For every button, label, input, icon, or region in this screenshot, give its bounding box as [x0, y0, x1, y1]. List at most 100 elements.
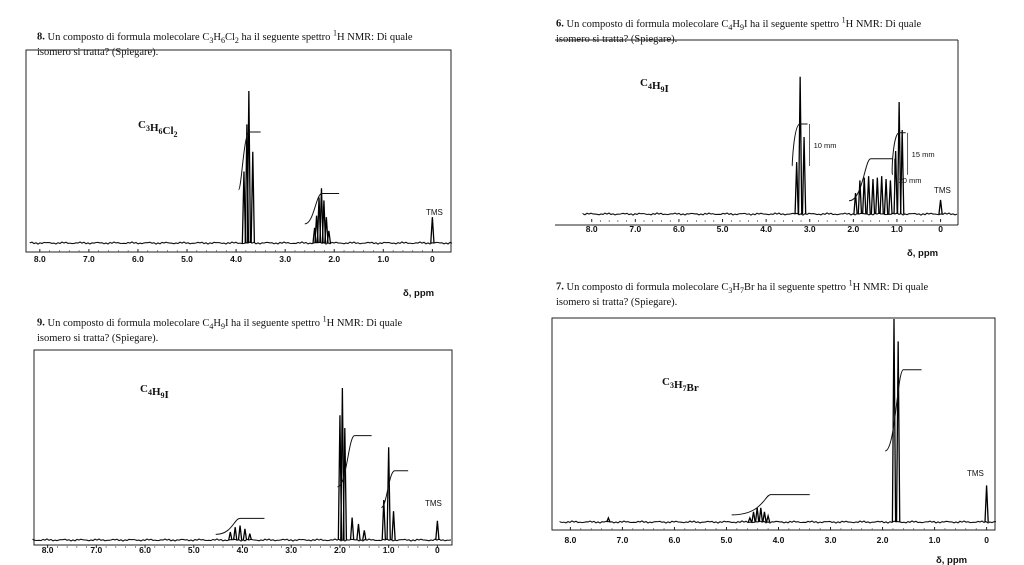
- baseline: [29, 241, 453, 245]
- x-axis-label: δ, ppm: [907, 248, 938, 259]
- x-tick-label: 7.0: [629, 224, 641, 234]
- nmr-peak: [891, 318, 897, 523]
- x-tick-label: 8.0: [42, 545, 54, 555]
- x-tick-label: 4.0: [237, 545, 249, 555]
- x-tick-label: 3.0: [825, 535, 837, 545]
- integral-label: 10 mm: [814, 141, 837, 150]
- x-tick-label: 1.0: [929, 535, 941, 545]
- nmr-peak: [362, 530, 367, 541]
- formula-label: C3H7Br: [662, 376, 699, 394]
- x-tick-label: 1.0: [383, 545, 395, 555]
- baseline: [559, 520, 997, 524]
- nmr-peak: [801, 136, 807, 215]
- x-axis-label: δ, ppm: [936, 555, 967, 565]
- integral-curve: [380, 470, 409, 509]
- nmr-peak: [747, 516, 753, 523]
- x-tick-label: 5.0: [188, 545, 200, 555]
- nmr-peak: [794, 162, 799, 215]
- nmr-peak: [247, 533, 253, 541]
- x-tick-label: 4.0: [773, 535, 785, 545]
- nmr-peak: [237, 525, 243, 541]
- problem-6-text: 6. Un composto di formula molecolare C4H…: [556, 15, 922, 45]
- integral-label: 20 mm: [899, 176, 922, 185]
- x-tick-label: 8.0: [564, 535, 576, 545]
- tms-label: TMS: [967, 469, 984, 478]
- problem-9-text: 9. Un composto di formula molecolare C4H…: [37, 314, 403, 344]
- x-tick-label: 0: [984, 535, 989, 545]
- nmr-peak: [326, 230, 332, 244]
- nmr-peak: [888, 180, 893, 215]
- x-tick-label: 8.0: [586, 224, 598, 234]
- nmr-peak: [321, 200, 327, 244]
- x-tick-label: 6.0: [669, 535, 681, 545]
- x-tick-label: 1.0: [891, 224, 903, 234]
- nmr-peak: [899, 129, 905, 215]
- x-tick-label: 2.0: [328, 254, 340, 264]
- x-tick-label: 4.0: [230, 254, 242, 264]
- nmr-peak: [349, 517, 355, 541]
- nmr-peak: [381, 499, 387, 541]
- x-tick-label: 4.0: [760, 224, 772, 234]
- x-tick-label: 3.0: [285, 545, 297, 555]
- x-tick-label: 2.0: [877, 535, 889, 545]
- problem-8-text: 8. Un composto di formula molecolare C3H…: [37, 28, 413, 58]
- nmr-peak: [242, 528, 248, 541]
- nmr-peak: [984, 485, 989, 523]
- tms-label: TMS: [426, 208, 443, 217]
- x-tick-label: 5.0: [181, 254, 193, 264]
- x-tick-label: 7.0: [617, 535, 629, 545]
- integral-curve: [848, 158, 893, 202]
- x-tick-label: 7.0: [83, 254, 95, 264]
- x-tick-label: 5.0: [721, 535, 733, 545]
- nmr-peak: [870, 178, 876, 215]
- nmr-peak: [754, 507, 760, 523]
- nmr-peak: [758, 507, 764, 523]
- nmr-peak: [606, 516, 611, 523]
- nmr-peak: [386, 447, 391, 541]
- nmr-peak: [430, 217, 435, 244]
- nmr-peak: [250, 151, 256, 244]
- nmr-peak: [762, 511, 767, 523]
- x-tick-label: 8.0: [34, 254, 46, 264]
- x-tick-label: 3.0: [804, 224, 816, 234]
- integral-curve: [238, 131, 261, 191]
- nmr-peak: [797, 76, 803, 215]
- x-tick-label: 1.0: [377, 254, 389, 264]
- tms-label: TMS: [425, 499, 442, 508]
- integral-curve: [891, 132, 906, 176]
- x-tick-label: 0: [938, 224, 943, 234]
- nmr-peak: [857, 180, 863, 215]
- x-axis-label: δ, ppm: [403, 288, 434, 299]
- spectrum-frame: [25, 49, 452, 253]
- x-tick-label: 7.0: [90, 545, 102, 555]
- tms-label: TMS: [934, 186, 951, 195]
- nmr-peak: [875, 177, 880, 215]
- integral-curve: [791, 123, 808, 167]
- nmr-peak: [938, 199, 943, 215]
- nmr-peak: [356, 523, 361, 541]
- formula-label: C4H9I: [640, 77, 669, 95]
- nmr-peak: [765, 513, 771, 523]
- nmr-peak: [228, 531, 233, 541]
- nmr-peak: [853, 192, 858, 215]
- formula-label: C3H6Cl2: [138, 119, 178, 139]
- nmr-peak: [232, 527, 238, 541]
- integral-curve: [215, 517, 265, 535]
- nmr-peak: [246, 90, 252, 244]
- x-tick-label: 2.0: [847, 224, 859, 234]
- spectrum-frame: [551, 317, 996, 531]
- integral-label: 15 mm: [912, 150, 935, 159]
- nmr-peak: [324, 217, 329, 244]
- nmr-peak: [879, 176, 884, 215]
- x-tick-label: 0: [430, 254, 435, 264]
- formula-label: C4H9I: [140, 383, 169, 401]
- x-tick-label: 6.0: [673, 224, 685, 234]
- nmr-peak: [751, 511, 756, 523]
- problem-7-text: 7. Un composto di formula molecolare C3H…: [556, 278, 929, 308]
- nmr-peak: [883, 178, 889, 215]
- x-tick-label: 0: [435, 545, 440, 555]
- x-tick-label: 6.0: [139, 545, 151, 555]
- nmr-peak: [435, 520, 440, 541]
- nmr-peak: [342, 427, 348, 541]
